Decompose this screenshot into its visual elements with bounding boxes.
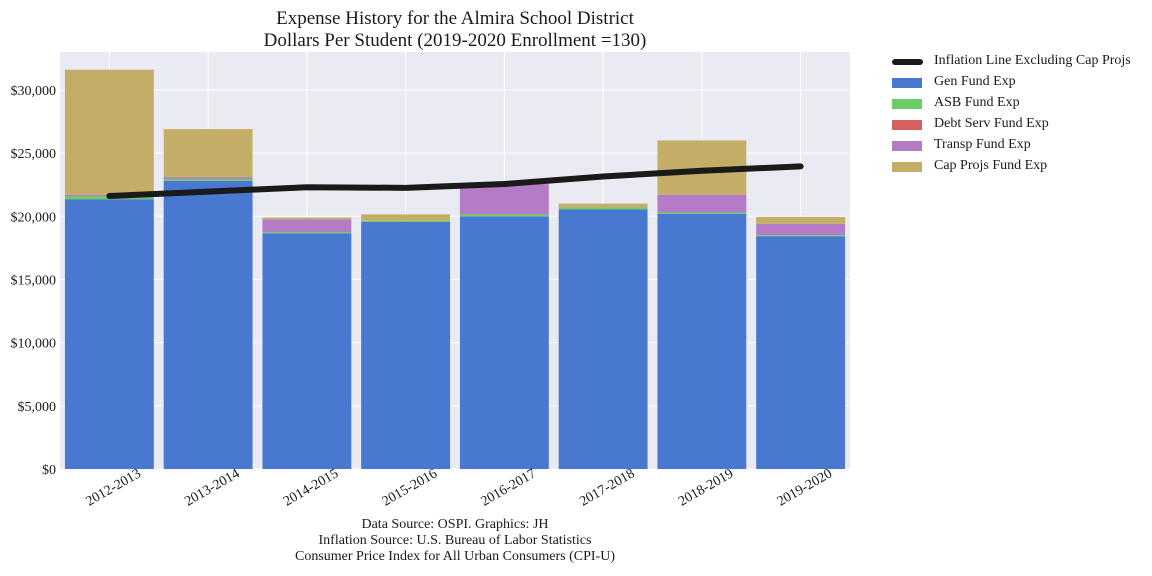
bar-asb-fund-exp-2015-2016 [361, 220, 451, 222]
bar-asb-fund-exp-2014-2015 [262, 232, 352, 234]
bar-gen-fund-exp-2018-2019 [657, 213, 747, 469]
y-tick-label: $0 [42, 463, 56, 478]
bar-cap-projs-fund-exp-2017-2018 [558, 203, 648, 208]
chart-title: Expense History for the Almira School Di… [276, 8, 634, 29]
x-tick-label: 2019-2020 [775, 466, 835, 509]
y-tick-label: $30,000 [11, 84, 57, 99]
bar-gen-fund-exp-2017-2018 [558, 209, 648, 469]
x-tick-label: 2012-2013 [84, 466, 144, 509]
bar-gen-fund-exp-2019-2020 [756, 236, 846, 469]
x-tick-label: 2014-2015 [281, 466, 341, 509]
x-tick-label: 2013-2014 [182, 466, 242, 509]
y-tick-label: $5,000 [18, 400, 57, 415]
legend-label: Transp Fund Exp [934, 137, 1031, 152]
legend-item-inflation-line: Inflation Line Excluding Cap Projs [892, 52, 1150, 73]
bar-gen-fund-exp-2016-2017 [459, 216, 549, 469]
bar-transp-fund-exp-2019-2020 [756, 223, 846, 236]
inflation-line [106, 163, 804, 200]
bar-asb-fund-exp-2017-2018 [558, 207, 648, 210]
legend-label: Gen Fund Exp [934, 74, 1016, 89]
bar-cap-projs-fund-exp-2012-2013 [64, 69, 154, 195]
bar-transp-fund-exp-2018-2019 [657, 194, 747, 213]
legend-item-cap-projs-fund: Cap Projs Fund Exp [892, 157, 1150, 178]
x-tick-label: 2018-2019 [676, 466, 736, 509]
bar-asb-fund-exp-2019-2020 [756, 235, 846, 237]
legend-item-debt-serv-fund: Debt Serv Fund Exp [892, 115, 1150, 136]
y-tick-label: $15,000 [11, 273, 57, 288]
bar-transp-fund-exp-2016-2017 [459, 184, 549, 215]
footer-cpi-note: Consumer Price Index for All Urban Consu… [294, 549, 615, 564]
bar-gen-fund-exp-2014-2015 [262, 233, 352, 469]
y-tick-label: $20,000 [11, 210, 57, 225]
footer-inflation-source: Inflation Source: U.S. Bureau of Labor S… [318, 533, 592, 548]
bar-asb-fund-exp-2018-2019 [657, 212, 747, 214]
bar-gen-fund-exp-2015-2016 [361, 221, 451, 469]
legend-item-gen-fund: Gen Fund Exp [892, 73, 1150, 94]
legend-swatch [892, 120, 922, 130]
y-tick-label: $10,000 [11, 337, 57, 352]
legend-swatch [892, 99, 922, 109]
legend-line-swatch [892, 59, 923, 65]
legend-label: ASB Fund Exp [934, 95, 1020, 110]
bar-asb-fund-exp-2016-2017 [459, 214, 549, 217]
legend-swatch [892, 141, 922, 151]
bar-transp-fund-exp-2014-2015 [262, 219, 352, 233]
bar-transp-fund-exp-2013-2014 [163, 177, 253, 179]
bar-cap-projs-fund-exp-2013-2014 [163, 129, 253, 178]
bar-asb-fund-exp-2013-2014 [163, 178, 253, 181]
bar-gen-fund-exp-2013-2014 [163, 180, 253, 469]
legend-swatch [892, 162, 922, 172]
bar-cap-projs-fund-exp-2019-2020 [756, 216, 846, 224]
legend-label: Inflation Line Excluding Cap Projs [934, 53, 1131, 68]
legend: Inflation Line Excluding Cap Projs Gen F… [892, 52, 1150, 178]
legend-swatch [892, 78, 922, 88]
chart-subtitle: Dollars Per Student (2019-2020 Enrollmen… [263, 30, 647, 51]
y-tick-label: $25,000 [11, 147, 57, 162]
bar-cap-projs-fund-exp-2015-2016 [361, 214, 451, 221]
bar-gen-fund-exp-2012-2013 [64, 199, 154, 470]
legend-label: Cap Projs Fund Exp [934, 158, 1048, 173]
x-tick-label: 2016-2017 [479, 466, 539, 509]
legend-label: Debt Serv Fund Exp [934, 116, 1049, 131]
legend-item-transp-fund: Transp Fund Exp [892, 136, 1150, 157]
x-tick-label: 2017-2018 [577, 466, 637, 509]
x-tick-label: 2015-2016 [380, 466, 440, 509]
bar-cap-projs-fund-exp-2014-2015 [262, 217, 352, 220]
legend-item-asb-fund: ASB Fund Exp [892, 94, 1150, 115]
footer-data-source: Data Source: OSPI. Graphics: JH [361, 517, 549, 532]
